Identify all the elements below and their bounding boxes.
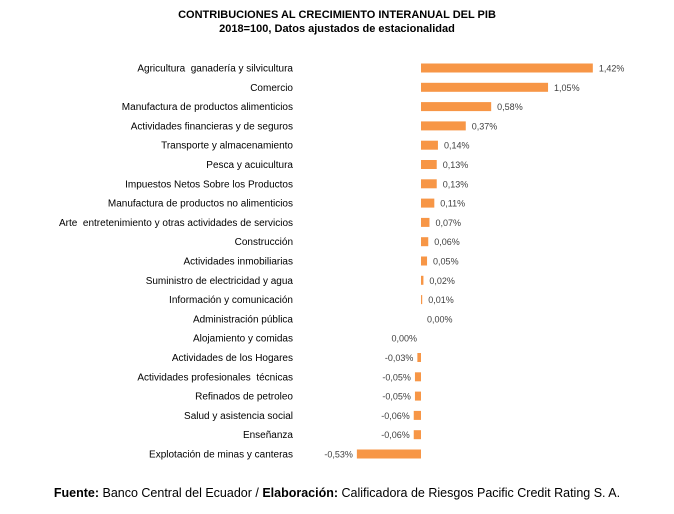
bar <box>414 372 421 382</box>
data-label: 0,58% <box>497 102 523 112</box>
data-label: -0,53% <box>324 450 353 460</box>
data-label: -0,06% <box>381 411 410 421</box>
data-label: 0,00% <box>391 334 417 344</box>
bar <box>421 121 466 131</box>
bar <box>421 295 423 305</box>
bar <box>356 449 421 459</box>
bar <box>421 275 424 285</box>
category-label: Información y comunicación <box>169 295 293 306</box>
data-label: 1,42% <box>599 64 625 74</box>
data-label: -0,05% <box>382 392 411 402</box>
category-label: Actividades financieras y de seguros <box>131 121 293 132</box>
source-note: Fuente: Banco Central del Ecuador / Elab… <box>0 486 674 500</box>
category-label: Comercio <box>250 83 293 94</box>
data-label: -0,05% <box>382 372 411 382</box>
bar <box>421 179 437 189</box>
data-label: -0,06% <box>381 430 410 440</box>
category-label: Refinados de petroleo <box>195 392 293 403</box>
data-label: 1,05% <box>554 83 580 93</box>
category-label: Actividades profesionales técnicas <box>137 372 293 383</box>
category-label: Construcción <box>235 237 293 248</box>
bar <box>421 102 492 112</box>
data-label: 0,07% <box>435 218 461 228</box>
source-text: Banco Central del Ecuador / <box>99 486 263 500</box>
category-label: Salud y asistencia social <box>184 411 293 422</box>
category-label: Pesca y acuicultura <box>206 160 293 171</box>
bar <box>414 391 421 401</box>
category-label: Manufactura de productos no alimenticios <box>108 199 293 210</box>
bar <box>413 430 421 440</box>
data-label: -0,03% <box>385 353 414 363</box>
category-label: Explotación de minas y canteras <box>149 450 293 461</box>
category-label: Impuestos Netos Sobre los Productos <box>125 179 293 190</box>
data-label: 0,13% <box>443 179 469 189</box>
category-label: Arte entretenimiento y otras actividades… <box>59 218 293 229</box>
bar <box>421 82 549 92</box>
data-label: 0,11% <box>440 199 465 209</box>
data-label: 0,13% <box>443 160 469 170</box>
category-label: Enseñanza <box>243 430 293 441</box>
source-label: Fuente: <box>53 486 100 500</box>
data-label: 0,14% <box>444 141 470 151</box>
data-label: 0,37% <box>472 121 498 131</box>
elaboration-label: Elaboración: <box>262 486 339 500</box>
data-label: 0,06% <box>434 237 460 247</box>
chart-subtitle: 2018=100, Datos ajustados de estacionali… <box>219 23 455 35</box>
elaboration-text: Calificadora de Riesgos Pacific Credit R… <box>338 486 621 500</box>
chart-title: CONTRIBUCIONES AL CRECIMIENTO INTERANUAL… <box>178 9 496 21</box>
category-label: Actividades inmobiliarias <box>184 257 294 268</box>
bar <box>421 160 437 169</box>
bar <box>421 237 429 247</box>
bar <box>413 410 421 420</box>
data-label: 0,00% <box>427 314 453 324</box>
category-label: Administración pública <box>193 314 293 325</box>
category-label: Suministro de electricidad y agua <box>146 276 294 287</box>
category-label: Agricultura ganadería y silvicultura <box>137 64 293 75</box>
category-label: Alojamiento y comidas <box>193 334 293 345</box>
bar <box>421 63 593 73</box>
category-label: Manufactura de productos alimenticios <box>122 102 293 113</box>
bar <box>417 353 421 362</box>
category-label: Actividades de los Hogares <box>172 353 293 364</box>
bar <box>421 256 428 266</box>
bar <box>421 198 435 208</box>
bar-chart: Agricultura ganadería y silvicultura 1,42… <box>59 63 625 461</box>
category-label: Transporte y almacenamiento <box>161 141 293 152</box>
data-label: 0,02% <box>429 276 455 286</box>
bar <box>421 217 430 227</box>
bar <box>421 140 438 150</box>
data-label: 0,05% <box>433 257 459 267</box>
data-label: 0,01% <box>428 295 454 305</box>
